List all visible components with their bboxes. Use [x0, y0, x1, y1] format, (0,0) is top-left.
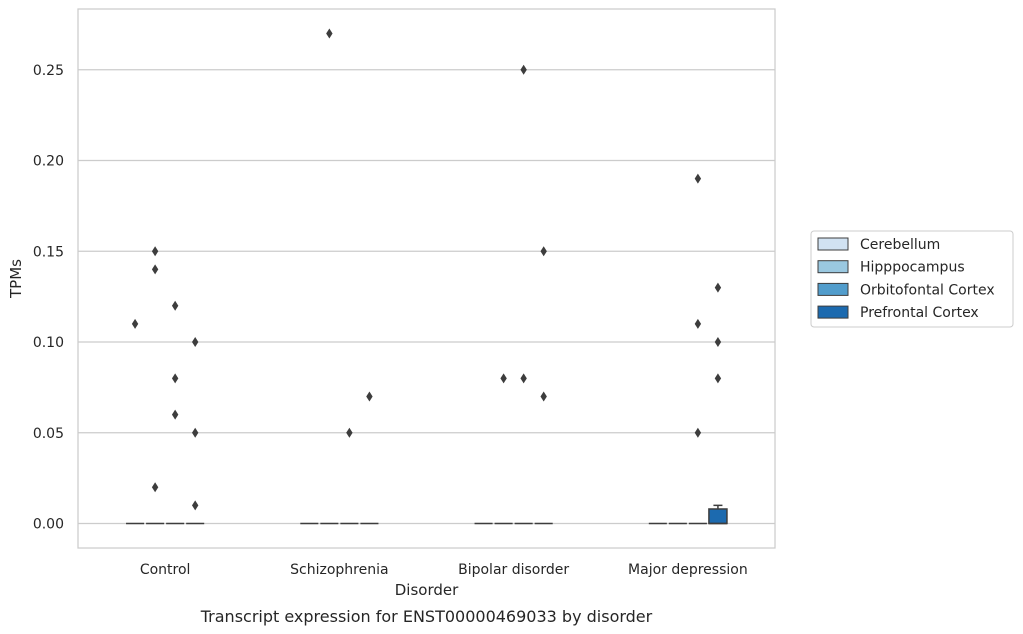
- legend-swatch: [817, 260, 849, 274]
- y-tick-label: 0.05: [33, 426, 64, 442]
- legend-swatch: [817, 282, 849, 296]
- x-tick-label: Major depression: [628, 562, 748, 578]
- outlier-point: [694, 427, 702, 438]
- y-tick-label: 0.00: [33, 517, 64, 533]
- outlier-point: [714, 282, 722, 293]
- plot-frame: [77, 8, 776, 549]
- outlier-point: [540, 246, 547, 257]
- outlier-point: [171, 300, 179, 311]
- legend-label: Orbitofontal Cortex: [860, 282, 995, 298]
- y-tick-label: 0.10: [33, 335, 64, 351]
- grid-lines: [78, 69, 775, 525]
- box-body: [708, 508, 728, 525]
- outlier-point: [131, 318, 139, 329]
- legend-swatch: [817, 305, 849, 319]
- outlier-point: [191, 337, 199, 348]
- x-axis-label: Disorder: [395, 581, 459, 599]
- outlier-point: [171, 373, 179, 384]
- x-tick-labels: Control Schizophrenia Bipolar disorder Majo…: [140, 562, 748, 578]
- outlier-point: [151, 246, 159, 257]
- outlier-point: [151, 264, 159, 275]
- legend-frame: [810, 230, 1014, 328]
- outlier-point: [694, 173, 702, 184]
- x-tick-label: Bipolar disorder: [458, 562, 569, 578]
- outlier-point: [151, 482, 159, 493]
- x-tick-label: Control: [140, 562, 191, 578]
- outlier-point: [171, 409, 179, 420]
- y-tick-label: 0.20: [33, 154, 64, 170]
- outlier-point: [500, 373, 507, 384]
- legend-label: Hipppocampus: [860, 260, 965, 276]
- x-tick-label: Schizophrenia: [290, 562, 388, 578]
- legend: Cerebellum Hipppocampus Orbitofontal Corte…: [810, 230, 1014, 328]
- y-tick-label: 0.15: [33, 244, 64, 260]
- outlier-point: [191, 500, 199, 511]
- outlier-point: [366, 391, 373, 402]
- outlier-point: [714, 373, 722, 384]
- outlier-point: [694, 318, 702, 329]
- outlier-point: [714, 337, 722, 348]
- chart-caption: Transcript expression for ENST0000046903…: [200, 607, 653, 626]
- y-axis-label: TPMs: [7, 259, 25, 299]
- outlier-point: [520, 373, 527, 384]
- legend-swatch: [817, 237, 849, 251]
- box-prefrontal-cortex: [708, 504, 728, 525]
- box-plots: [126, 504, 728, 525]
- y-tick-labels: 0.00 0.05 0.10 0.15 0.20 0.25: [33, 63, 64, 533]
- legend-label: Cerebellum: [860, 237, 940, 253]
- outlier-point: [520, 64, 527, 75]
- outlier-point: [326, 28, 333, 39]
- outlier-point: [191, 427, 199, 438]
- outlier-point: [346, 427, 353, 438]
- outlier-points: [131, 28, 722, 511]
- outlier-point: [540, 391, 547, 402]
- y-tick-label: 0.25: [33, 63, 64, 79]
- legend-label: Prefrontal Cortex: [860, 305, 979, 321]
